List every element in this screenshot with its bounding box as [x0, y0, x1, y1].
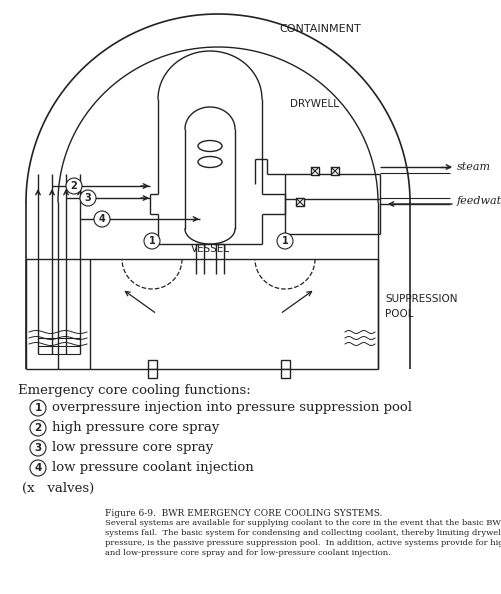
Text: Figure 6-9.  BWR EMERGENCY CORE COOLING SYSTEMS.: Figure 6-9. BWR EMERGENCY CORE COOLING S… [105, 509, 382, 518]
Ellipse shape [198, 141, 222, 151]
Text: 4: 4 [34, 463, 42, 473]
Text: low pressure coolant injection: low pressure coolant injection [52, 462, 254, 475]
Text: 3: 3 [35, 443, 42, 453]
Text: Several systems are available for supplying coolant to the core in the event tha: Several systems are available for supply… [105, 519, 501, 527]
Text: SUPPRESSION: SUPPRESSION [385, 294, 457, 304]
Text: Emergency core cooling functions:: Emergency core cooling functions: [18, 384, 250, 397]
Circle shape [30, 400, 46, 416]
Text: and low-pressure core spray and for low-pressure coolant injection.: and low-pressure core spray and for low-… [105, 549, 391, 557]
Text: (x   valves): (x valves) [22, 482, 94, 494]
Bar [296, 198, 304, 206]
Text: low pressure core spray: low pressure core spray [52, 441, 213, 454]
Bar [281, 369, 290, 378]
Circle shape [30, 460, 46, 476]
Text: overpressure injection into pressure suppression pool: overpressure injection into pressure sup… [52, 402, 412, 415]
Bar [148, 369, 157, 378]
Circle shape [80, 190, 96, 206]
Circle shape [277, 233, 293, 249]
Circle shape [66, 178, 82, 194]
Circle shape [94, 211, 110, 227]
Text: 1: 1 [35, 403, 42, 413]
Circle shape [30, 440, 46, 456]
Text: CONTAINMENT: CONTAINMENT [279, 24, 361, 34]
Bar [331, 167, 339, 175]
Text: pressure, is the passive pressure suppression pool.  In addition, active systems: pressure, is the passive pressure suppre… [105, 539, 501, 547]
Circle shape [144, 233, 160, 249]
Bar [311, 167, 319, 175]
Text: steam: steam [457, 162, 491, 172]
Circle shape [30, 420, 46, 436]
Text: 2: 2 [71, 181, 77, 191]
Text: high pressure core spray: high pressure core spray [52, 422, 219, 434]
Text: feedwater: feedwater [457, 196, 501, 206]
Text: POOL: POOL [385, 309, 413, 319]
Ellipse shape [198, 156, 222, 168]
Text: DRYWELL: DRYWELL [290, 99, 339, 109]
Text: 1: 1 [282, 236, 289, 246]
Text: systems fail.  The basic system for condensing and collecting coolant, thereby l: systems fail. The basic system for conde… [105, 529, 501, 537]
Text: 2: 2 [35, 423, 42, 433]
Text: 3: 3 [85, 193, 91, 203]
Text: VESSEL: VESSEL [190, 244, 229, 254]
Text: 1: 1 [149, 236, 155, 246]
Bar [148, 360, 157, 369]
Text: 4: 4 [99, 214, 105, 224]
Bar [281, 360, 290, 369]
